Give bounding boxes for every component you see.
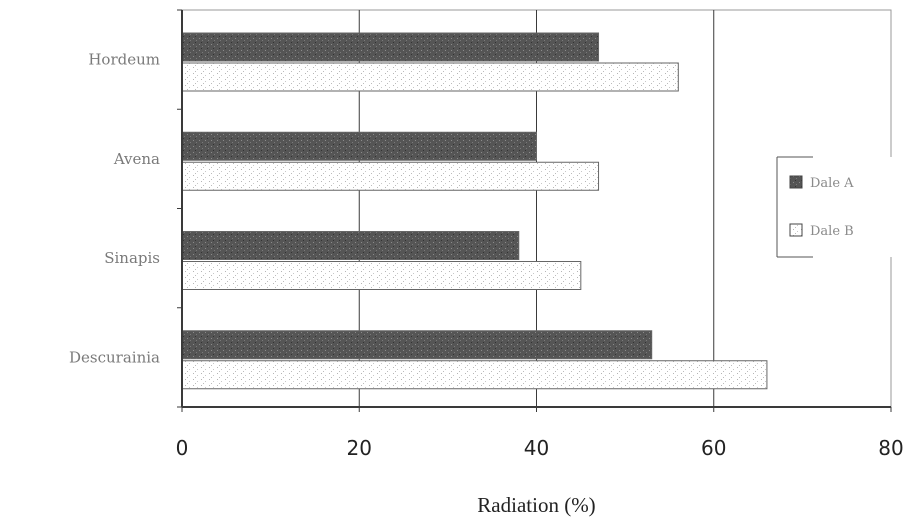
x-tick-label: 40 [524,436,549,460]
legend-label: Dale A [810,176,854,191]
legend-swatch [789,223,803,237]
x-axis-title: Radiation (%) [477,493,595,517]
bar-descurainia-series-1 [181,330,653,360]
bar-avena-series-1 [181,131,537,161]
x-tick-label: 0 [176,436,189,460]
category-label: Avena [113,150,160,168]
bar-sinapis-series-1 [181,231,520,260]
x-tick-label: 20 [347,436,372,460]
category-label: Sinapis [104,249,160,267]
legend-swatch [789,175,803,189]
bar-avena-series-2 [181,161,600,191]
legend-box [777,157,895,257]
category-label: Descurainia [69,348,160,366]
category-label: Hordeum [88,51,160,69]
bar-hordeum-series-1 [181,32,600,62]
legend-label: Dale B [810,224,854,239]
x-tick-label: 60 [701,436,726,460]
bar-descurainia-series-2 [181,360,768,390]
bar-hordeum-series-2 [181,62,679,92]
x-tick-label: 80 [878,436,903,460]
bar-sinapis-series-2 [181,261,582,290]
